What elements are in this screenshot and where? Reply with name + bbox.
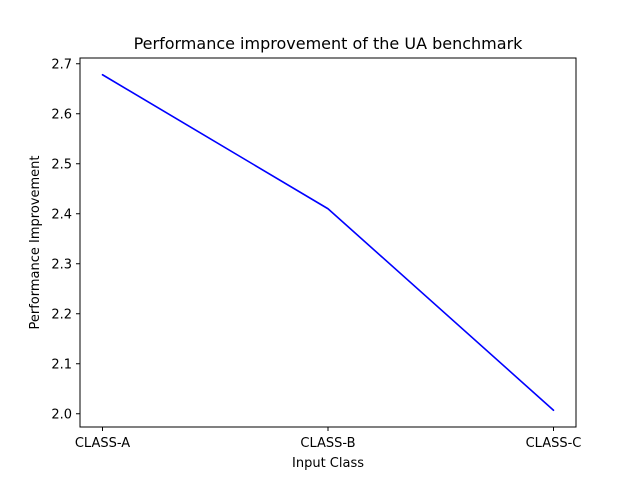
x-tick-label: CLASS-A <box>75 436 130 451</box>
y-tick-label: 2.6 <box>51 107 72 122</box>
chart-title: Performance improvement of the UA benchm… <box>134 34 524 53</box>
y-tick-label: 2.4 <box>51 207 72 222</box>
x-tick-label: CLASS-C <box>526 436 582 451</box>
x-tick-label: CLASS-B <box>300 436 355 451</box>
y-tick-label: 2.5 <box>51 157 72 172</box>
y-tick-label: 2.0 <box>51 407 72 422</box>
y-axis-label: Performance Improvement <box>28 156 43 330</box>
x-axis-label: Input Class <box>292 456 364 471</box>
y-tick-label: 2.2 <box>51 307 72 322</box>
y-tick-label: 2.7 <box>51 57 72 72</box>
y-tick-label: 2.1 <box>51 357 72 372</box>
y-tick-label: 2.3 <box>51 257 72 272</box>
